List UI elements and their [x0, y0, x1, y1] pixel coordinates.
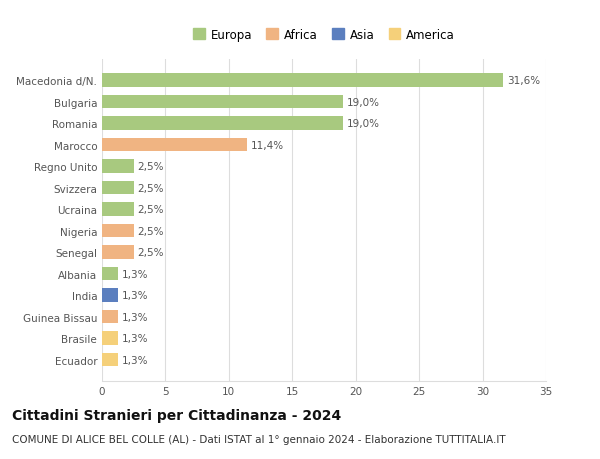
Text: 2,5%: 2,5%: [137, 162, 164, 172]
Text: 1,3%: 1,3%: [122, 312, 149, 322]
Bar: [102, 331, 118, 345]
Text: 1,3%: 1,3%: [122, 291, 149, 300]
Text: 1,3%: 1,3%: [122, 269, 149, 279]
Bar: [102, 96, 343, 109]
Text: 2,5%: 2,5%: [137, 205, 164, 215]
Bar: [102, 74, 503, 88]
Bar: [102, 310, 118, 324]
Text: 2,5%: 2,5%: [137, 183, 164, 193]
Text: COMUNE DI ALICE BEL COLLE (AL) - Dati ISTAT al 1° gennaio 2024 - Elaborazione TU: COMUNE DI ALICE BEL COLLE (AL) - Dati IS…: [12, 434, 506, 444]
Bar: [102, 160, 134, 174]
Text: 31,6%: 31,6%: [506, 76, 540, 86]
Text: 11,4%: 11,4%: [250, 140, 284, 150]
Bar: [102, 203, 134, 216]
Text: 1,3%: 1,3%: [122, 333, 149, 343]
Bar: [102, 353, 118, 366]
Text: 19,0%: 19,0%: [347, 97, 380, 107]
Text: 2,5%: 2,5%: [137, 247, 164, 257]
Bar: [102, 139, 247, 152]
Text: 2,5%: 2,5%: [137, 226, 164, 236]
Bar: [102, 117, 343, 130]
Text: 19,0%: 19,0%: [347, 119, 380, 129]
Bar: [102, 267, 118, 280]
Legend: Europa, Africa, Asia, America: Europa, Africa, Asia, America: [188, 24, 460, 46]
Bar: [102, 181, 134, 195]
Bar: [102, 289, 118, 302]
Text: Cittadini Stranieri per Cittadinanza - 2024: Cittadini Stranieri per Cittadinanza - 2…: [12, 409, 341, 422]
Bar: [102, 246, 134, 259]
Text: 1,3%: 1,3%: [122, 355, 149, 365]
Bar: [102, 224, 134, 238]
